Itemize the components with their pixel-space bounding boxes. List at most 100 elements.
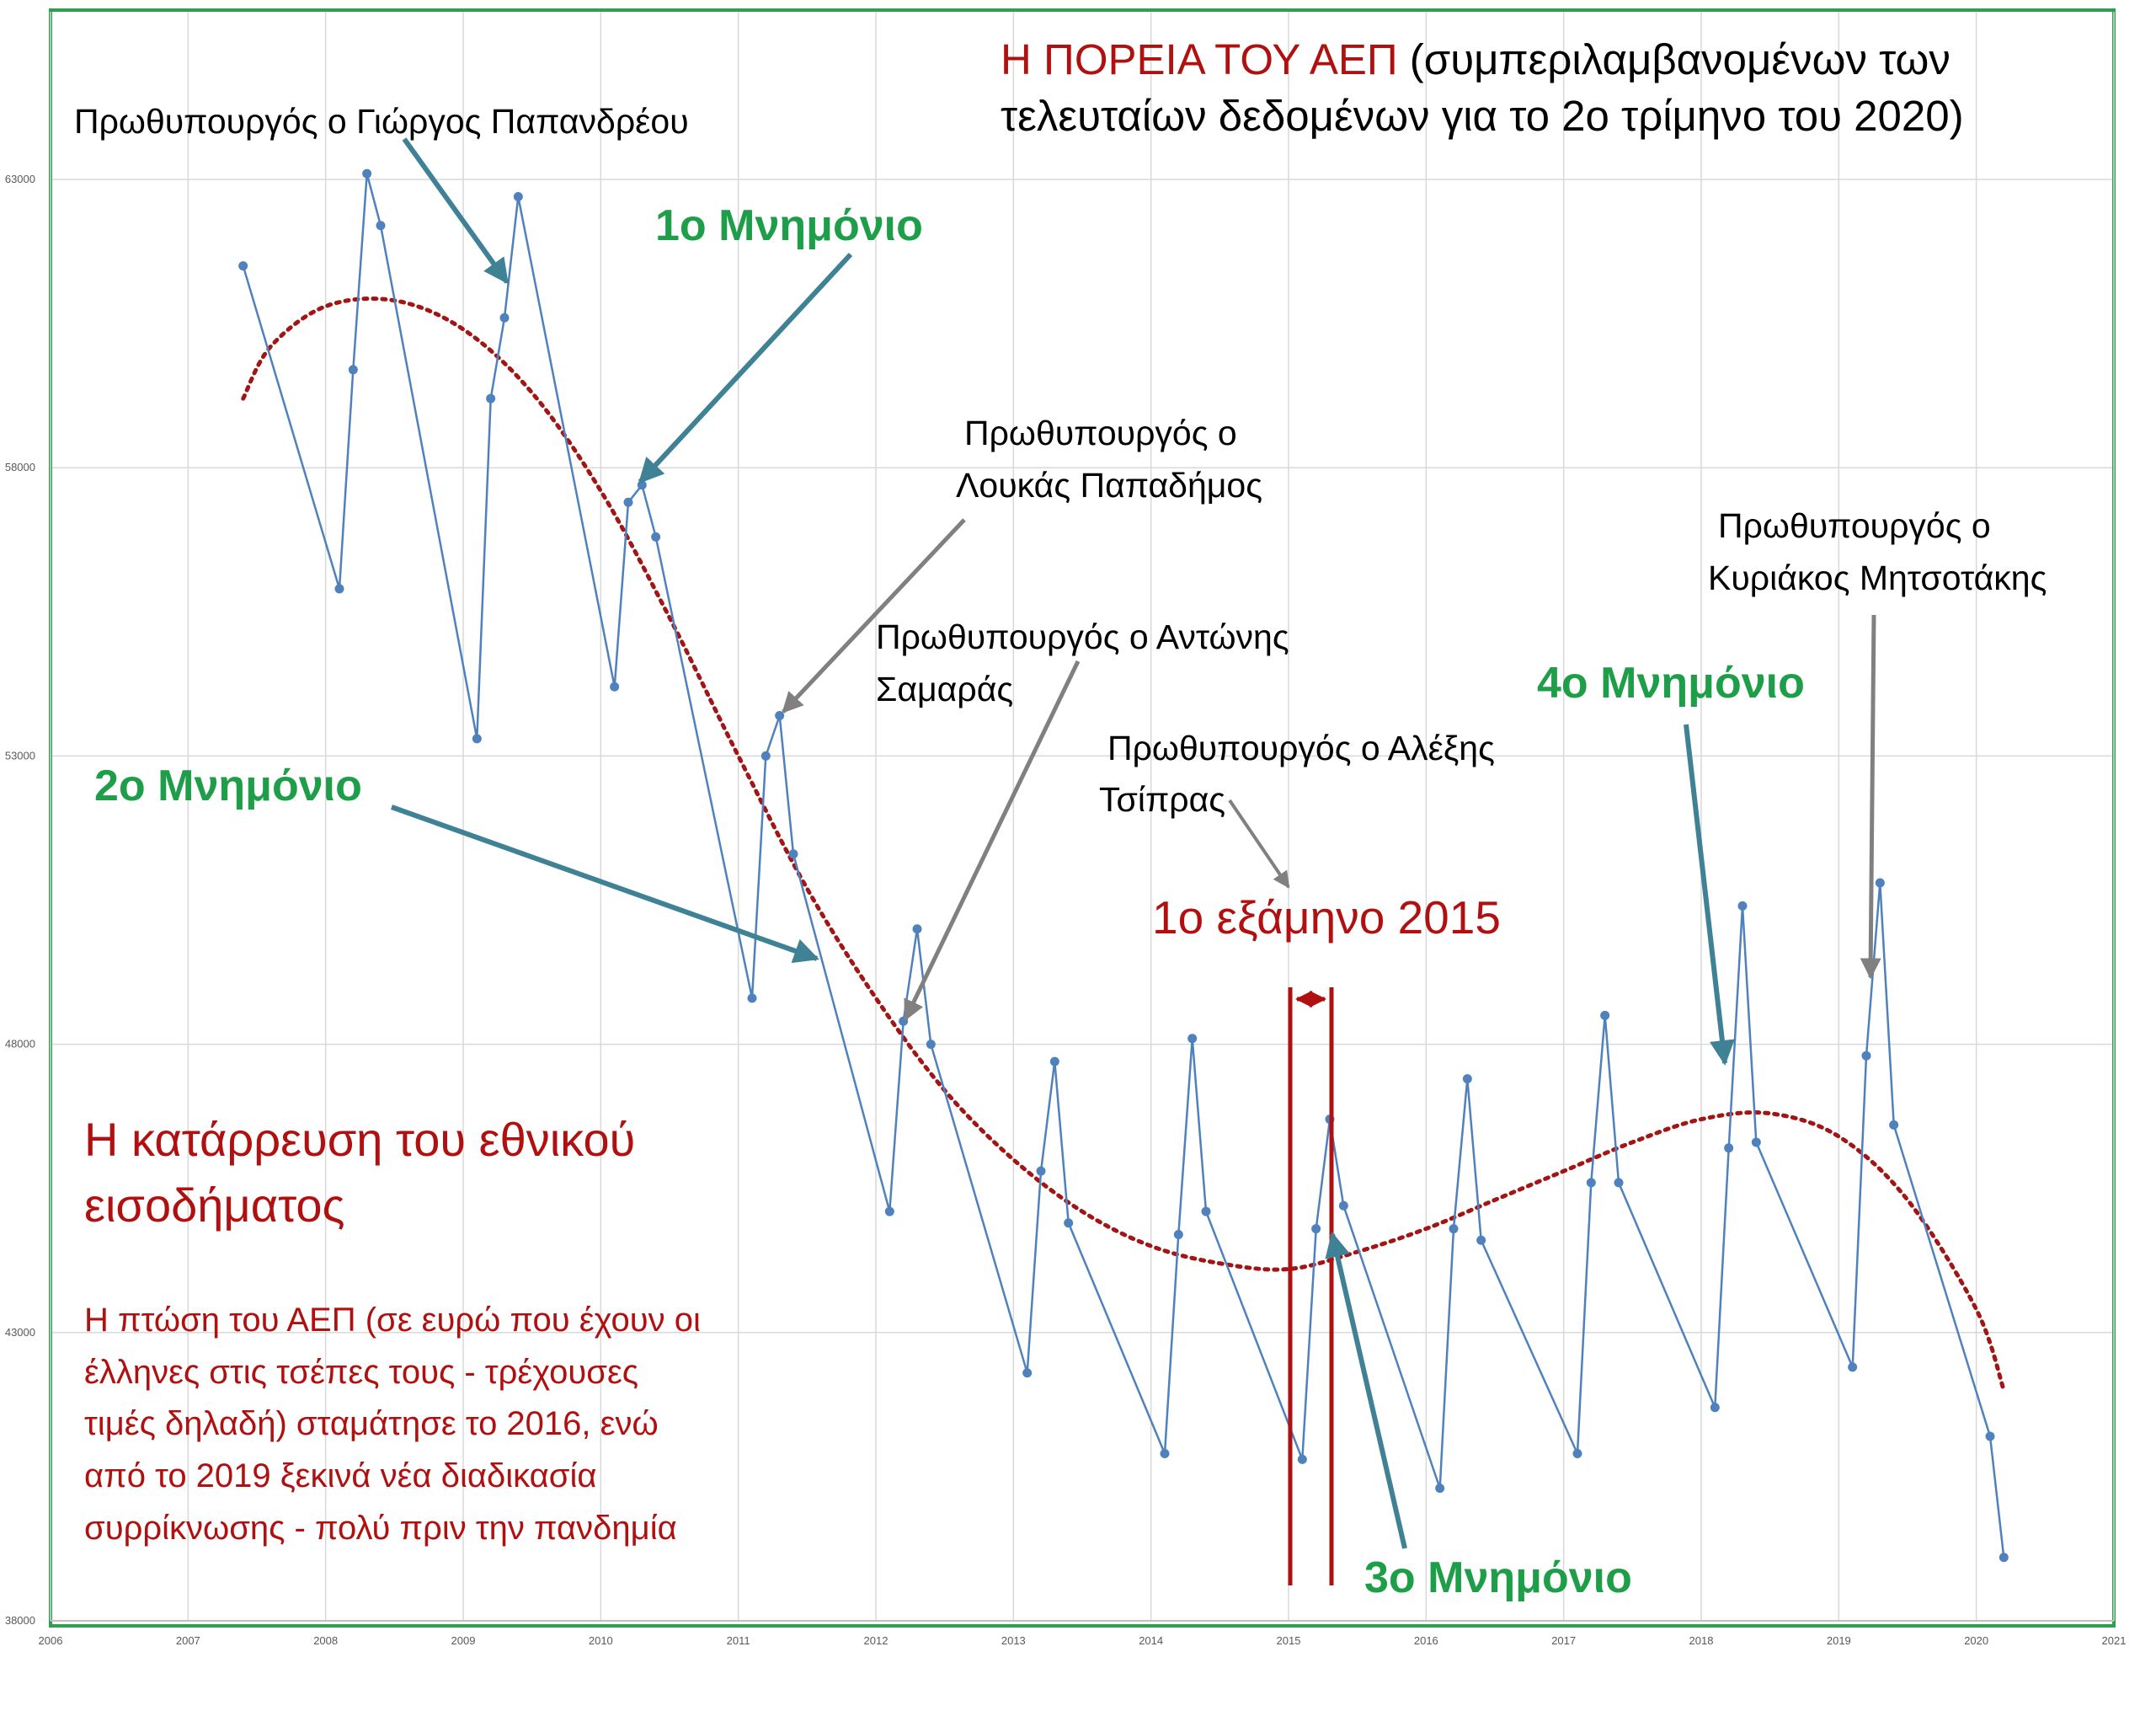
arrow-memo3 (1325, 1232, 1407, 1549)
x-tick-label: 2020 (1964, 1634, 1988, 1647)
label-tsipras-1: Πρωθυπουργός ο Αλέξης (1107, 729, 1495, 767)
data-point (1889, 1120, 1899, 1130)
data-point (1173, 1229, 1183, 1239)
data-point (1737, 901, 1748, 911)
data-point (884, 1206, 894, 1216)
label-tsipras-2: Τσίπρας (1099, 780, 1225, 819)
y-tick-label: 38000 (5, 1614, 35, 1627)
data-point (1600, 1010, 1610, 1020)
x-axis-ticks: 2006 2007 2008 2009 2010 2011 2012 2013 2014 2015… (39, 1634, 2127, 1647)
x-tick-label: 2015 (1277, 1634, 1301, 1647)
data-point (788, 849, 798, 859)
data-point (486, 393, 496, 404)
y-tick-label: 63000 (5, 173, 35, 185)
data-point (348, 365, 358, 375)
data-point (1999, 1553, 2009, 1563)
arrow-tsipras (1228, 799, 1290, 889)
label-memo3: 3ο Μνημόνιο (1364, 1553, 1632, 1602)
data-point (238, 261, 248, 271)
x-tick-label: 2019 (1827, 1634, 1851, 1647)
data-point (610, 682, 620, 692)
data-point (1338, 1200, 1348, 1211)
data-point (513, 192, 523, 202)
label-semester: 1ο εξάμηνο 2015 (1152, 891, 1501, 944)
label-memo2: 2ο Μνημόνιο (94, 762, 362, 810)
data-point (1572, 1449, 1582, 1459)
data-point (760, 751, 771, 761)
data-point (1049, 1056, 1059, 1066)
data-point (1476, 1235, 1486, 1245)
data-point (376, 221, 386, 231)
label-mitsotakis-1: Πρωθυπουργός ο (1718, 506, 1991, 545)
y-tick-label: 58000 (5, 461, 35, 473)
y-tick-label: 53000 (5, 749, 35, 762)
arrow-mitsotakis (1860, 614, 1881, 980)
arrow-papademos (782, 518, 966, 714)
x-tick-label: 2014 (1139, 1634, 1163, 1647)
arrow-memo1 (638, 252, 853, 484)
arrow-memo4 (1684, 724, 1735, 1066)
x-tick-label: 2017 (1551, 1634, 1576, 1647)
data-point (1724, 1143, 1734, 1153)
x-tick-label: 2009 (451, 1634, 476, 1647)
label-collapse-1: Η κατάρρευση του εθνικού (84, 1113, 635, 1166)
label-papademos-1: Πρωθυπουργός ο (964, 414, 1237, 452)
chart-title-line1: Η ΠΟΡΕΙΑ ΤΟΥ ΑΕΠ (συμπεριλαμβανομένων των (1001, 35, 1951, 83)
label-papademos-2: Λουκάς Παπαδήμος (956, 466, 1262, 505)
label-memo4: 4ο Μνημόνιο (1537, 659, 1805, 708)
data-point (334, 584, 344, 594)
data-point (1022, 1368, 1033, 1378)
y-tick-label: 48000 (5, 1038, 35, 1050)
x-tick-label: 2018 (1689, 1634, 1714, 1647)
data-point (1462, 1074, 1472, 1084)
label-mitsotakis-2: Κυριάκος Μητσοτάκης (1708, 559, 2047, 597)
series-line (242, 173, 2005, 1558)
data-point (499, 313, 510, 323)
series-markers (238, 168, 2009, 1563)
data-point (1187, 1034, 1198, 1044)
data-point (1064, 1218, 1074, 1228)
data-point (912, 924, 922, 934)
data-point (1848, 1362, 1858, 1372)
data-point (747, 993, 757, 1003)
trendline (241, 296, 2006, 1393)
data-point (1201, 1206, 1211, 1216)
data-point (1311, 1224, 1321, 1234)
arrow-samaras (903, 660, 1081, 1022)
note-line: από το 2019 ξεκινά νέα διαδικασία (84, 1457, 596, 1494)
label-collapse-2: εισοδήματος (84, 1179, 345, 1232)
data-point (1586, 1178, 1596, 1188)
x-tick-label: 2008 (313, 1634, 338, 1647)
data-point (1435, 1483, 1445, 1494)
note-line: τιμές δηλαδή) σταμάτησε το 2016, ενώ (84, 1405, 659, 1442)
data-point (1160, 1449, 1170, 1459)
x-tick-label: 2006 (39, 1634, 63, 1647)
data-point (1710, 1403, 1720, 1413)
data-point (623, 497, 633, 507)
data-point (1875, 878, 1885, 888)
data-point (1036, 1166, 1046, 1176)
x-tick-label: 2007 (176, 1634, 200, 1647)
label-papandreou: Πρωθυπουργός ο Γιώργος Παπανδρέου (74, 102, 689, 141)
data-point (362, 168, 372, 179)
data-point (775, 710, 785, 720)
x-tick-label: 2013 (1001, 1634, 1026, 1647)
x-tick-label: 2021 (2102, 1634, 2127, 1647)
arrow-memo2 (390, 805, 819, 964)
data-point (1751, 1137, 1761, 1147)
label-samaras-1: Πρωθυπουργός ο Αντώνης (876, 617, 1289, 656)
y-axis-ticks: 38000 43000 48000 53000 58000 63000 (5, 173, 35, 1627)
data-point (1449, 1224, 1459, 1234)
label-samaras-2: Σαμαράς (876, 670, 1013, 708)
data-point (1985, 1431, 1995, 1441)
x-tick-label: 2011 (727, 1634, 750, 1647)
data-point (1861, 1050, 1871, 1061)
x-tick-label: 2012 (864, 1634, 889, 1647)
note-line: συρρίκνωσης - πολύ πριν την πανδημία (84, 1510, 677, 1547)
chart-title-line2: τελευταίων δεδομένων για το 2ο τρίμηνο τ… (1001, 92, 1964, 140)
x-tick-label: 2010 (589, 1634, 613, 1647)
note-line: έλληνες στις τσέπες τους - τρέχουσες (84, 1354, 638, 1391)
data-point (651, 532, 661, 542)
data-point (926, 1040, 936, 1050)
